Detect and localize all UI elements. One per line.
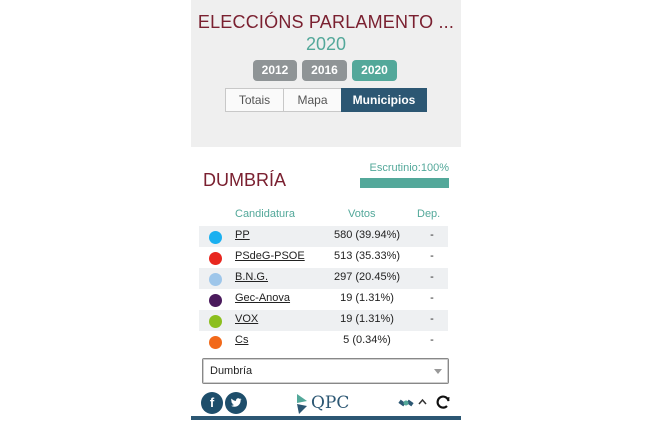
satellite-icon[interactable]	[397, 394, 415, 412]
table-row: B.N.G. 297 (20.45%) -	[199, 268, 448, 289]
table-row: PP 580 (39.94%) -	[199, 226, 448, 247]
party-votes: 513 (35.33%)	[333, 250, 401, 262]
party-votes: 297 (20.45%)	[333, 271, 401, 283]
party-link[interactable]: VOX	[235, 313, 259, 325]
party-seats: -	[430, 271, 434, 283]
qpc-logo: QPC	[295, 390, 357, 416]
header-votes: Votos	[348, 208, 376, 220]
party-color-dot	[209, 336, 222, 349]
chevron-down-icon	[434, 369, 442, 374]
header-seats: Dep.	[417, 208, 441, 220]
party-color-dot	[209, 231, 222, 244]
table-row: PSdeG-PSOE 513 (35.33%) -	[199, 247, 448, 268]
municipality-title: DUMBRÍA	[203, 170, 287, 190]
election-title: ELECCIÓNS PARLAMENTO ...	[197, 12, 455, 32]
party-votes: 19 (1.31%)	[340, 292, 394, 304]
year-button-2012[interactable]: 2012	[253, 60, 297, 81]
scrutiny-progress-fill	[360, 178, 449, 188]
year-button-2020[interactable]: 2020	[352, 60, 397, 81]
refresh-icon[interactable]	[434, 393, 452, 411]
party-link[interactable]: B.N.G.	[235, 271, 269, 283]
tab-mapa[interactable]: Mapa	[283, 88, 342, 112]
facebook-icon[interactable]: f	[201, 392, 223, 414]
chevron-up-icon[interactable]	[418, 398, 427, 406]
party-color-dot	[209, 294, 222, 307]
party-votes: 5 (0.34%)	[343, 334, 391, 346]
header-party: Candidatura	[235, 208, 295, 220]
header-panel: ELECCIÓNS PARLAMENTO ... 2020 2012 2016 …	[191, 0, 461, 147]
scrutiny-label: Escrutinio:100%	[369, 162, 450, 174]
party-link[interactable]: PSdeG-PSOE	[235, 250, 305, 262]
table-row: VOX 19 (1.31%) -	[199, 310, 448, 331]
party-link[interactable]: Gec-Anova	[235, 292, 291, 304]
qpc-logo-mark	[297, 394, 307, 414]
twitter-bird-glyph	[231, 398, 242, 407]
party-link[interactable]: Cs	[235, 334, 249, 346]
party-seats: -	[430, 313, 434, 325]
party-seats: -	[430, 229, 434, 241]
tab-municipios[interactable]: Municipios	[341, 88, 427, 112]
party-color-dot	[209, 315, 222, 328]
logo-text: QPC	[311, 393, 350, 413]
year-button-2016[interactable]: 2016	[302, 60, 347, 81]
twitter-icon[interactable]	[225, 392, 247, 414]
party-link[interactable]: PP	[235, 229, 250, 241]
party-seats: -	[430, 250, 434, 262]
party-seats: -	[430, 334, 434, 346]
municipality-select[interactable]: Dumbría	[202, 358, 449, 384]
party-color-dot	[209, 252, 222, 265]
party-votes: 19 (1.31%)	[340, 313, 394, 325]
party-votes: 580 (39.94%)	[333, 229, 401, 241]
scrutiny-progress-bar	[360, 178, 449, 188]
municipality-select-value: Dumbría	[210, 365, 253, 377]
party-seats: -	[430, 292, 434, 304]
table-row: Gec-Anova 19 (1.31%) -	[199, 289, 448, 310]
footer-bar	[191, 416, 461, 420]
party-color-dot	[209, 273, 222, 286]
tab-totais[interactable]: Totais	[225, 88, 284, 112]
footer: f QPC	[191, 388, 461, 420]
table-row: Cs 5 (0.34%) -	[199, 331, 448, 352]
election-widget: ELECCIÓNS PARLAMENTO ... 2020 2012 2016 …	[191, 0, 461, 431]
selected-year: 2020	[305, 34, 347, 54]
